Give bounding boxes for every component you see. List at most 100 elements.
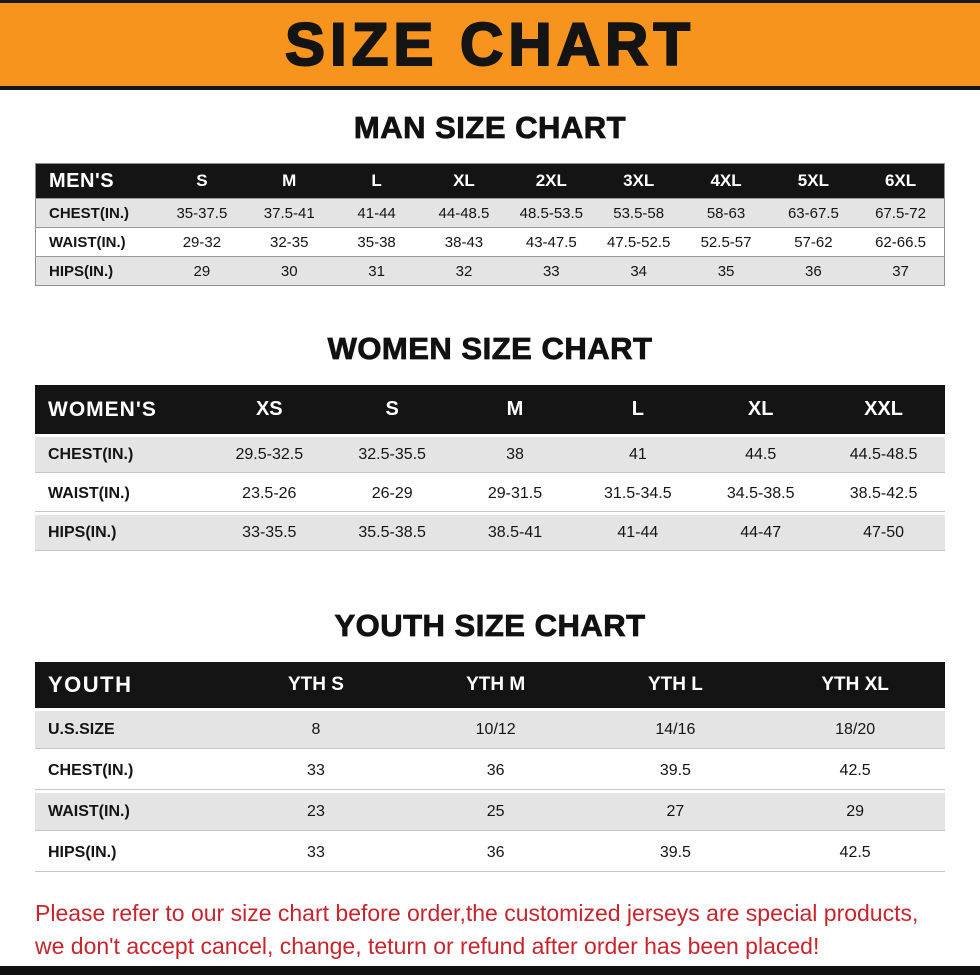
value-cell: 42.5: [765, 752, 945, 790]
value-cell: 30: [280, 262, 298, 280]
value-cell: 63-67.5: [787, 204, 839, 222]
footer-line-2: we don't accept cancel, change, teturn o…: [35, 932, 820, 959]
value-cell: 36: [405, 752, 586, 790]
table-header-row: YOUTH YTH S YTH M YTH L YTH XL: [35, 662, 945, 708]
row-label-cell: U.S.SIZE: [35, 711, 227, 749]
table-row: U.S.SIZE 8 10/12 14/16 18/20: [35, 711, 945, 749]
value-cell: 41-44: [576, 515, 700, 551]
size-header-cell: 4XL: [682, 163, 770, 199]
men-size-table: MEN'S S M L XL 2XL 3XL 4XL 5XL 6XL CHEST(IN.) 35-37…: [35, 163, 945, 286]
size-header-cell: YTH M: [405, 662, 586, 708]
value-cell: 48.5-53.5: [519, 204, 584, 222]
footer-line-1: Please refer to our size chart before or…: [35, 900, 919, 926]
value-cell: 32-35: [270, 233, 309, 251]
value-cell: 37: [892, 262, 909, 280]
row-label-cell: WAIST(IN.): [49, 233, 126, 251]
value-cell: 34: [630, 262, 648, 280]
size-header-cell: L: [332, 163, 421, 199]
value-cell: 10/12: [405, 711, 586, 749]
row-label-cell: HIPS(IN.): [35, 515, 208, 551]
table-row: CHEST(IN.) 35-37.5 37.5-41 41-44 44-48.5 48.5…: [35, 198, 945, 228]
table-row: CHEST(IN.) 29.5-32.5 32.5-35.5 38 41 44.5 44.5…: [35, 437, 945, 473]
value-cell: 38: [453, 437, 577, 473]
size-header-cell: XL: [699, 385, 823, 434]
value-cell: 18/20: [765, 711, 945, 749]
row-label-cell: HIPS(IN.): [49, 262, 114, 280]
table-header-row: WOMEN'S XS S M L XL XXL: [35, 385, 945, 434]
value-cell: 57-62: [794, 233, 833, 251]
section-title-youth: YOUTH SIZE CHART: [334, 608, 646, 644]
section-youth: YOUTH SIZE CHART YOUTH YTH S YTH M YTH L YTH…: [0, 554, 980, 875]
value-cell: 27: [585, 793, 766, 831]
value-cell: 44-48.5: [438, 204, 490, 222]
table-title-cell: WOMEN'S: [35, 385, 208, 434]
value-cell: 32.5-35.5: [330, 437, 454, 473]
table-row: HIPS(IN.) 29 30 31 32 33 34 35 36 37: [35, 256, 945, 286]
value-cell: 23.5-26: [207, 476, 331, 512]
size-header-cell: XS: [207, 385, 331, 434]
value-cell: 33-35.5: [207, 515, 331, 551]
footer-note: Please refer to our size chart before or…: [35, 897, 950, 962]
section-men: MAN SIZE CHART MEN'S S M L XL 2XL 3XL 4XL 5XL 6XL…: [0, 90, 980, 286]
youth-size-table: YOUTH YTH S YTH M YTH L YTH XL U.S.SIZE 8 10/12…: [35, 659, 945, 875]
value-cell: 52.5-57: [700, 233, 752, 251]
size-header-cell: M: [453, 385, 577, 434]
size-header-cell: YTH S: [226, 662, 406, 708]
value-cell: 47-50: [822, 515, 945, 551]
bottom-bar: [0, 966, 980, 975]
size-header-cell: XL: [420, 163, 508, 199]
value-cell: 43-47.5: [525, 233, 577, 251]
value-cell: 29-32: [182, 233, 222, 251]
table-title-cell: MEN'S: [35, 163, 159, 199]
value-cell: 31: [368, 262, 385, 280]
banner: SIZE CHART: [0, 0, 980, 86]
row-label-cell: CHEST(IN.): [49, 204, 129, 222]
value-cell: 37.5-41: [263, 204, 315, 222]
banner-title: SIZE CHART: [284, 10, 695, 78]
row-label-cell: WAIST(IN.): [35, 793, 227, 831]
value-cell: 35.5-38.5: [330, 515, 454, 551]
table-row: HIPS(IN.) 33-35.5 35.5-38.5 38.5-41 41-44 44-…: [35, 515, 945, 551]
size-header-cell: 3XL: [595, 163, 683, 199]
value-cell: 33: [542, 262, 560, 280]
value-cell: 62-66.5: [875, 233, 926, 251]
value-cell: 38.5-42.5: [822, 476, 945, 512]
value-cell: 29.5-32.5: [207, 437, 331, 473]
table-row: HIPS(IN.) 33 36 39.5 42.5: [35, 834, 945, 872]
value-cell: 47.5-52.5: [606, 233, 671, 251]
table-row: WAIST(IN.) 29-32 32-35 35-38 38-43 43-47.5 47.…: [35, 227, 945, 257]
size-header-cell: YTH L: [585, 662, 766, 708]
table-row: CHEST(IN.) 33 36 39.5 42.5: [35, 752, 945, 790]
value-cell: 31.5-34.5: [576, 476, 700, 512]
value-cell: 29: [193, 262, 211, 280]
women-size-table: WOMEN'S XS S M L XL XXL CHEST(IN.) 29.5-32.5 32.5…: [35, 382, 945, 554]
value-cell: 35-37.5: [176, 204, 228, 222]
value-cell: 23: [226, 793, 406, 831]
value-cell: 58-63: [706, 204, 746, 222]
section-title-women: WOMEN SIZE CHART: [327, 331, 653, 367]
value-cell: 35-38: [357, 233, 396, 251]
value-cell: 67.5-72: [875, 204, 926, 222]
size-header-cell: YTH XL: [765, 662, 945, 708]
value-cell: 8: [226, 711, 406, 749]
size-header-cell: 2XL: [507, 163, 595, 199]
section-title-men: MAN SIZE CHART: [353, 110, 627, 146]
table-row: WAIST(IN.) 23.5-26 26-29 29-31.5 31.5-34.5 34…: [35, 476, 945, 512]
section-women: WOMEN SIZE CHART WOMEN'S XS S M L XL XXL CHEST(…: [0, 286, 980, 554]
value-cell: 36: [805, 262, 822, 280]
value-cell: 14/16: [585, 711, 766, 749]
value-cell: 38.5-41: [453, 515, 577, 551]
table-header-row: MEN'S S M L XL 2XL 3XL 4XL 5XL 6XL: [35, 163, 945, 199]
value-cell: 34.5-38.5: [699, 476, 823, 512]
value-cell: 32: [455, 262, 473, 280]
size-header-cell: 5XL: [769, 163, 858, 199]
table-row: WAIST(IN.) 23 25 27 29: [35, 793, 945, 831]
size-header-cell: XXL: [822, 385, 945, 434]
size-header-cell: S: [158, 163, 246, 199]
size-header-cell: S: [330, 385, 454, 434]
size-header-cell: M: [245, 163, 333, 199]
value-cell: 44.5: [699, 437, 823, 473]
value-cell: 38-43: [444, 233, 484, 251]
value-cell: 35: [717, 262, 735, 280]
value-cell: 53.5-58: [613, 204, 665, 222]
